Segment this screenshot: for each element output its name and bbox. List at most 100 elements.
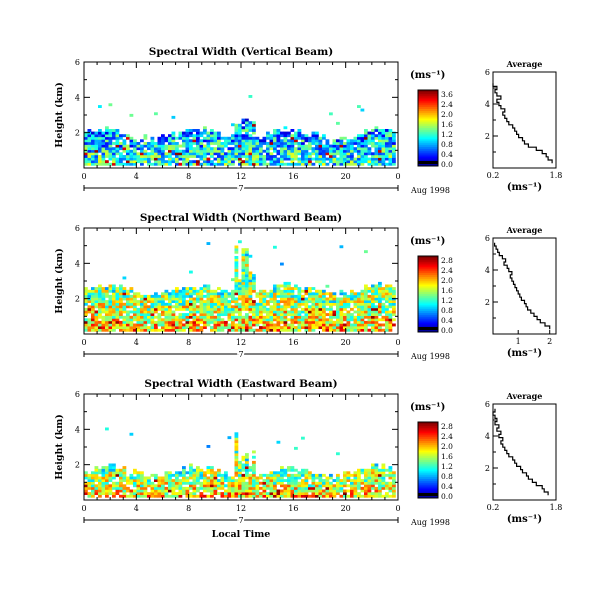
colorbar-swatch: [418, 423, 438, 427]
heatmap-cell: [178, 292, 183, 296]
heatmap-cell: [238, 240, 242, 244]
heatmap-cell: [129, 494, 134, 498]
heatmap-cell: [273, 494, 277, 498]
heatmap-cell: [346, 313, 351, 316]
heatmap-cell: [203, 315, 207, 319]
heatmap-cell: [126, 305, 130, 309]
heatmap-cell: [385, 315, 389, 319]
heatmap-cell: [353, 481, 358, 485]
heatmap-cell: [143, 157, 148, 161]
heatmap-cell: [147, 294, 151, 298]
heatmap-cell: [315, 152, 319, 156]
colorbar-swatch: [418, 143, 438, 146]
heatmap-cell: [273, 136, 277, 140]
heatmap-cell: [339, 162, 344, 166]
heatmap-cell: [105, 307, 109, 311]
heatmap-cell: [269, 305, 274, 309]
heatmap-cell: [388, 313, 393, 316]
heatmap-cell: [192, 300, 197, 303]
heatmap-cell: [294, 302, 298, 306]
heatmap-cell: [196, 323, 200, 327]
heatmap-cell: [175, 157, 179, 161]
heatmap-cell: [318, 307, 323, 311]
heatmap-cell: [115, 162, 120, 166]
heatmap-cell: [136, 313, 141, 316]
heatmap-cell: [304, 489, 309, 493]
heatmap-cell: [210, 142, 214, 145]
heatmap-cell: [98, 328, 102, 332]
y-axis-label: Height (km): [54, 414, 65, 480]
heatmap-cell: [105, 326, 109, 329]
heatmap-cell: [297, 310, 302, 314]
heatmap-cell: [385, 289, 389, 293]
average-profile-line: [494, 242, 551, 330]
heatmap-cell: [294, 476, 298, 480]
heatmap-cell: [311, 157, 316, 161]
heatmap-cell: [133, 471, 137, 475]
heatmap-cell: [255, 162, 260, 166]
heatmap-cell: [199, 300, 204, 303]
heatmap-cell: [199, 155, 204, 158]
heatmap-cell: [84, 157, 88, 161]
heatmap-cell: [339, 157, 344, 161]
heatmap-cell: [381, 484, 386, 488]
x-tick-label: 16: [288, 504, 298, 513]
heatmap-cell: [105, 313, 109, 316]
y-tick-label: 4: [75, 93, 80, 102]
heatmap-cell: [210, 297, 214, 301]
heatmap-cell: [304, 162, 309, 166]
heatmap-cell: [269, 289, 274, 293]
heatmap-cell: [105, 160, 109, 164]
heatmap-cell: [206, 445, 211, 448]
heatmap-cell: [262, 484, 267, 488]
heatmap-cell: [245, 144, 249, 148]
heatmap-cell: [175, 149, 179, 153]
heatmap-cell: [266, 300, 270, 303]
heatmap-cell: [245, 155, 249, 158]
heatmap-cell: [276, 142, 281, 145]
heatmap-cell: [350, 162, 354, 166]
heatmap-cell: [252, 455, 256, 459]
heatmap-cell: [297, 481, 302, 485]
heatmap-cell: [280, 160, 284, 164]
heatmap-cell: [280, 473, 284, 477]
heatmap-cell: [227, 479, 232, 482]
heatmap-cell: [119, 144, 123, 148]
heatmap-cell: [140, 294, 144, 298]
heatmap-cell: [161, 307, 165, 311]
heatmap-cell: [171, 136, 176, 140]
heatmap-cell: [147, 152, 151, 156]
heatmap-cell: [392, 486, 396, 490]
heatmap-cell: [248, 152, 253, 156]
heatmap-cell: [255, 313, 260, 316]
heatmap-cell: [371, 287, 375, 290]
heatmap-cell: [381, 476, 386, 480]
heatmap-cell: [388, 147, 393, 151]
heatmap-cell: [210, 294, 214, 298]
heatmap-cell: [388, 152, 393, 156]
heatmap-cell: [392, 142, 396, 145]
heatmap-cell: [245, 136, 249, 140]
heatmap-cell: [231, 294, 235, 298]
heatmap-cell: [105, 147, 109, 151]
heatmap-cell: [311, 287, 316, 290]
heatmap-cell: [182, 162, 186, 166]
heatmap-cell: [269, 300, 274, 303]
heatmap-cell: [164, 313, 169, 316]
heatmap-cell: [374, 149, 379, 153]
heatmap-cell: [164, 297, 169, 301]
heatmap-cell: [161, 328, 165, 332]
heatmap-cell: [350, 142, 354, 145]
heatmap-cell: [94, 473, 99, 477]
heatmap-cell: [283, 294, 288, 298]
heatmap-cell: [269, 152, 274, 156]
heatmap-cell: [364, 323, 368, 327]
heatmap-cell: [119, 323, 123, 327]
heatmap-cell: [350, 294, 354, 298]
heatmap-cell: [381, 162, 386, 166]
heatmap-cell: [175, 302, 179, 306]
heatmap-cell: [108, 136, 113, 140]
heatmap-cell: [171, 486, 176, 490]
heatmap-cell: [133, 479, 137, 482]
